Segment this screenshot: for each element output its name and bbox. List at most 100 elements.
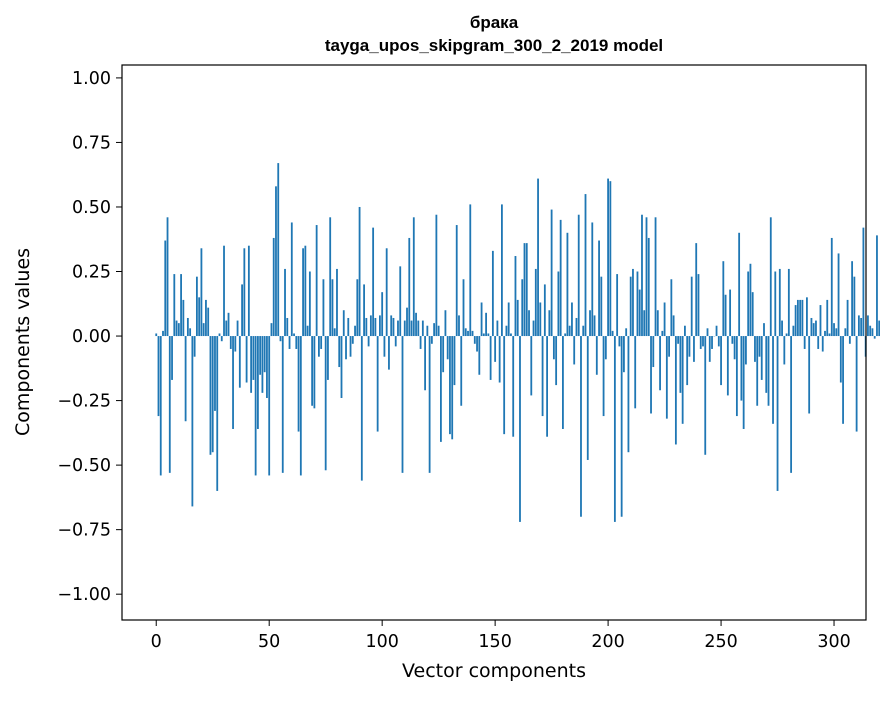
bar-300 [833,323,835,336]
bar-58 [286,318,288,336]
bar-30 [223,246,225,336]
bar-305 [844,328,846,336]
bar-93 [365,318,367,336]
bar-148 [490,336,492,380]
bar-155 [506,326,508,336]
bar-161 [519,336,521,522]
bar-160 [517,300,519,336]
bar-123 [433,323,435,336]
bar-103 [388,336,390,370]
bar-183 [569,326,571,336]
bar-171 [542,336,544,416]
bar-139 [469,204,471,336]
bar-1 [158,336,160,416]
bar-11 [180,274,182,336]
bar-168 [535,269,537,336]
bar-180 [562,336,564,429]
bar-307 [849,336,851,344]
bar-72 [318,336,320,357]
y-tick-label: 0.75 [72,133,111,153]
y-tick-label: −0.25 [57,392,111,412]
bar-115 [415,313,417,336]
bar-255 [731,336,733,344]
bar-109 [402,336,404,473]
bar-269 [763,323,765,336]
bar-136 [463,279,465,336]
bar-228 [670,279,672,336]
bar-98 [377,336,379,432]
bar-245 [709,336,711,362]
y-axis-label: Components values [12,248,34,436]
bar-230 [675,336,677,444]
bar-31 [225,321,227,336]
bar-85 [347,318,349,336]
bar-106 [395,336,397,346]
bar-51 [271,323,273,336]
bar-137 [465,328,467,336]
bar-47 [262,336,264,393]
bar-298 [829,333,831,336]
bar-276 [779,269,781,336]
bar-163 [524,243,526,336]
bar-44 [255,336,257,475]
bar-34 [232,336,234,429]
bar-268 [761,336,763,380]
bar-121 [429,336,431,473]
bar-244 [707,328,709,336]
bar-173 [546,336,548,437]
bar-271 [768,336,770,406]
bar-82 [341,336,343,398]
bar-308 [851,261,853,336]
bar-224 [661,331,663,336]
bar-222 [657,310,659,336]
chart-title-line2: tayga_upos_skipgram_300_2_2019 model [325,36,663,55]
bar-232 [679,336,681,393]
bar-229 [673,315,675,336]
bar-14 [187,318,189,336]
bar-35 [234,336,236,351]
bar-188 [580,336,582,517]
bar-288 [806,297,808,336]
bar-66 [304,246,306,336]
bar-182 [567,233,569,336]
bar-309 [853,277,855,336]
bar-38 [241,284,243,336]
bar-172 [544,284,546,336]
bar-43 [252,336,254,380]
bar-60 [291,222,293,336]
bar-306 [847,300,849,336]
bar-41 [248,246,250,336]
bar-68 [309,272,311,337]
y-tick-label: 0.00 [72,327,111,347]
bar-174 [548,310,550,336]
bar-113 [411,321,413,336]
bar-226 [666,336,668,419]
bar-119 [424,336,426,390]
bar-62 [295,336,297,349]
bar-127 [442,336,444,372]
bar-299 [831,238,833,336]
bar-97 [374,318,376,336]
bar-227 [668,336,670,357]
bar-179 [560,220,562,336]
bar-22 [205,300,207,336]
bar-301 [835,328,837,336]
bar-147 [487,333,489,336]
bar-13 [185,336,187,421]
bar-19 [198,297,200,336]
bar-135 [460,336,462,406]
bar-122 [431,336,433,344]
bar-153 [501,204,503,336]
bar-277 [781,321,783,336]
bar-55 [280,336,282,341]
bar-20 [201,248,203,336]
bar-74 [323,279,325,336]
bar-24 [210,336,212,455]
bar-104 [390,315,392,336]
bar-264 [752,292,754,336]
bar-59 [289,336,291,349]
bar-152 [499,336,501,382]
bar-108 [399,266,401,336]
bar-252 [725,295,727,336]
